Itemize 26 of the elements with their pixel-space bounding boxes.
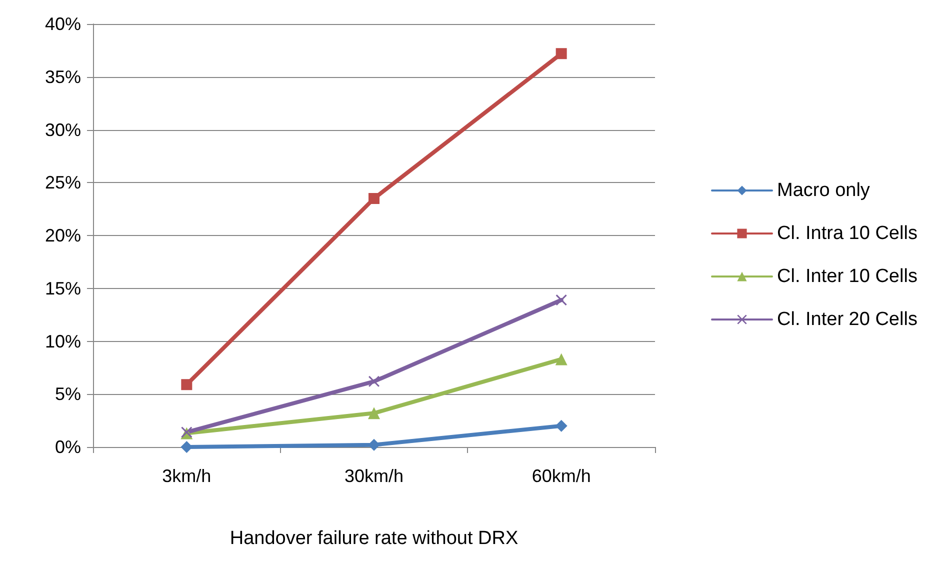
- x-axis-title: Handover failure rate without DRX: [230, 528, 518, 549]
- y-tick-label: 30%: [44, 120, 81, 140]
- x-tick-label: 60km/h: [532, 466, 591, 486]
- y-tick-label: 40%: [44, 14, 81, 34]
- point: [368, 376, 380, 387]
- y-tick-label: 25%: [44, 172, 81, 193]
- point: [368, 192, 380, 204]
- y-tick-label: 5%: [54, 384, 81, 404]
- x-tick-label: 30km/h: [344, 466, 404, 486]
- point: [555, 353, 568, 366]
- point: [368, 438, 380, 451]
- y-tick-label: 10%: [44, 331, 81, 352]
- y-tick-label: 20%: [44, 226, 81, 246]
- point: [368, 407, 380, 420]
- point: [181, 379, 192, 390]
- y-tick-label: 15%: [44, 278, 81, 298]
- point: [556, 48, 567, 60]
- point: [555, 420, 568, 432]
- legend-label: Cl. Intra 10 Cells: [777, 223, 918, 244]
- legend-label: Cl. Inter 20 Cells: [777, 309, 918, 330]
- legend-label: Cl. Inter 10 Cells: [777, 266, 918, 287]
- x-tick-label: 3km/h: [162, 466, 212, 486]
- y-tick-label: 35%: [44, 66, 81, 87]
- y-tick-label: 0%: [54, 437, 81, 457]
- legend-label: Macro only: [777, 180, 870, 201]
- point: [556, 294, 567, 306]
